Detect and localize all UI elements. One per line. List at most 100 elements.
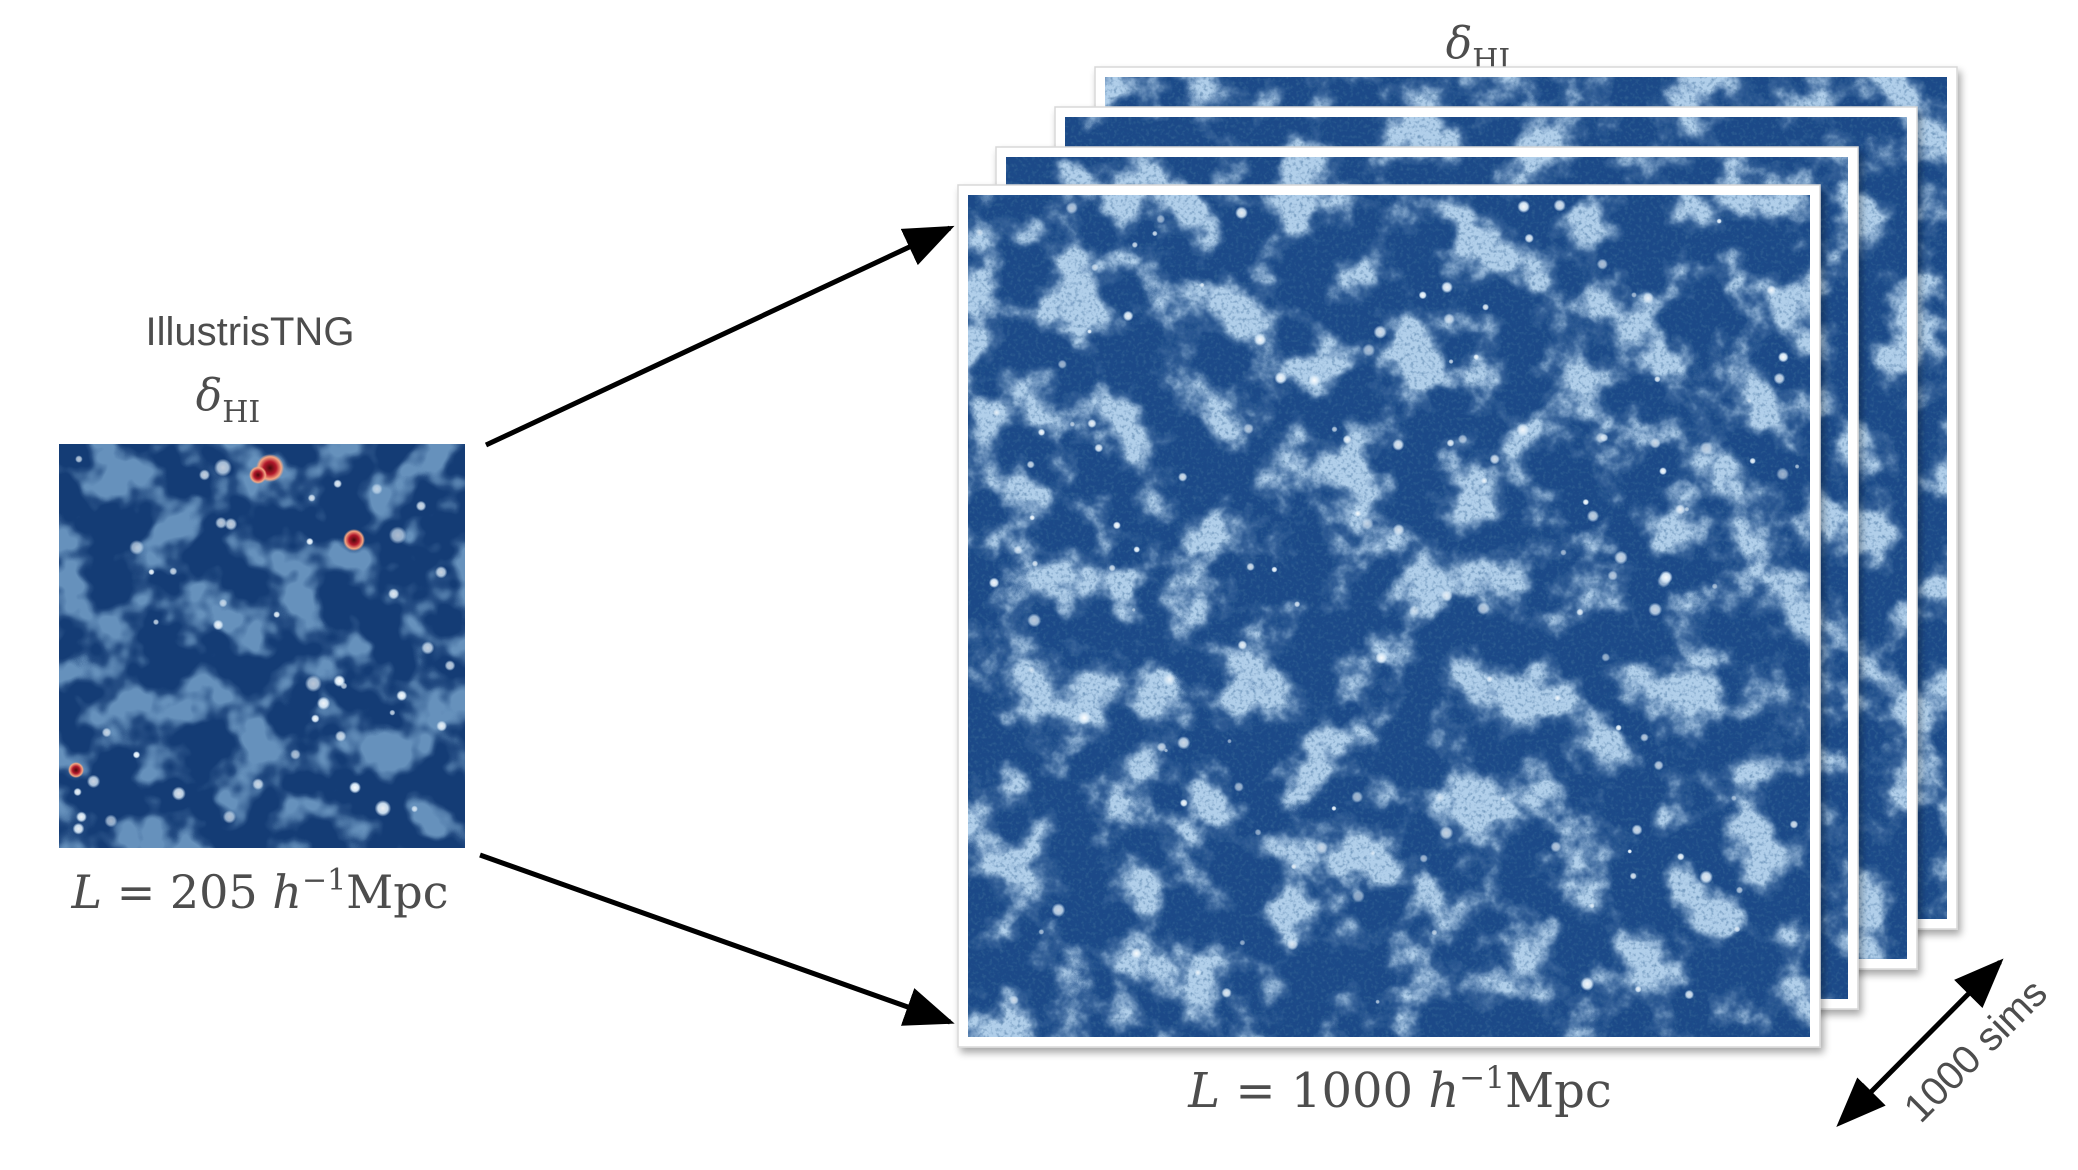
halo-node bbox=[334, 730, 347, 742]
halo-node bbox=[1029, 514, 1036, 521]
halo-node bbox=[1038, 928, 1045, 935]
halo-node bbox=[198, 469, 211, 481]
halo-node bbox=[1361, 517, 1374, 531]
halo-node bbox=[1130, 947, 1143, 959]
halo-node bbox=[1607, 570, 1618, 581]
simulation-stack bbox=[957, 66, 1958, 1048]
halo-node bbox=[1419, 854, 1428, 863]
halo-node bbox=[1375, 999, 1380, 1005]
halo-node bbox=[1133, 546, 1141, 553]
left-field-label: δHI bbox=[196, 370, 261, 430]
arrow-right-icon bbox=[479, 852, 955, 1026]
halo-node bbox=[1108, 564, 1116, 572]
halo-node bbox=[1178, 472, 1188, 482]
halo-node bbox=[389, 709, 396, 716]
mapping-arrows bbox=[479, 225, 955, 1026]
halo-node bbox=[988, 577, 1000, 589]
halo-node bbox=[1373, 325, 1387, 339]
halo-node bbox=[218, 598, 228, 608]
halo-node bbox=[1659, 570, 1673, 584]
left-box-unit: Mpc bbox=[346, 865, 448, 919]
halo-node bbox=[1746, 398, 1752, 404]
illustris-field-map bbox=[59, 444, 465, 848]
halo-node bbox=[1517, 200, 1531, 214]
halo-node bbox=[73, 787, 82, 797]
left-field-subscript: HI bbox=[222, 395, 260, 430]
halo-node bbox=[1560, 549, 1567, 556]
halo-node bbox=[76, 811, 87, 823]
halo-node bbox=[1553, 199, 1566, 212]
halo-node bbox=[1554, 694, 1561, 702]
halo-node bbox=[374, 800, 392, 817]
left-box-h: h bbox=[272, 865, 302, 919]
halo-node bbox=[1489, 454, 1500, 465]
left-box-exp: −1 bbox=[302, 863, 346, 898]
halo-node bbox=[1392, 438, 1405, 451]
halo-node bbox=[1777, 351, 1789, 363]
halo-node bbox=[1369, 850, 1376, 856]
halo-node bbox=[1794, 464, 1800, 469]
halo-node bbox=[1235, 206, 1248, 220]
halo-node bbox=[212, 619, 224, 631]
halo-node bbox=[1253, 333, 1267, 347]
halo-node bbox=[132, 751, 141, 759]
halo-node bbox=[171, 786, 186, 801]
halo-node bbox=[1308, 374, 1321, 387]
halo-node bbox=[290, 749, 301, 760]
halo-node bbox=[1486, 675, 1493, 683]
halo-node bbox=[1087, 418, 1097, 429]
halo-node bbox=[1315, 841, 1329, 855]
halo-node bbox=[1653, 760, 1664, 771]
halo-node bbox=[1500, 796, 1506, 802]
halo-node bbox=[396, 690, 408, 702]
halo-node bbox=[1271, 566, 1278, 573]
halo-node bbox=[1051, 903, 1066, 917]
halo-node bbox=[975, 228, 984, 237]
halo-node bbox=[1375, 651, 1388, 665]
halo-node bbox=[72, 822, 85, 835]
halo-node bbox=[1601, 652, 1611, 662]
arrow-right-icon bbox=[484, 225, 955, 448]
halo-node bbox=[434, 565, 448, 579]
halo-node bbox=[1516, 423, 1530, 437]
left-box-var: L bbox=[71, 865, 103, 919]
left-box-value: 205 bbox=[170, 865, 258, 919]
halo-node bbox=[1065, 201, 1078, 215]
halo-node bbox=[1776, 467, 1790, 481]
halo-node bbox=[306, 537, 314, 546]
halo-node bbox=[1677, 852, 1685, 861]
halo-node bbox=[1431, 929, 1438, 936]
halo-node bbox=[1446, 439, 1455, 447]
halo-node bbox=[273, 611, 281, 619]
halo-node bbox=[1648, 602, 1663, 617]
halo-node bbox=[1629, 872, 1637, 880]
halo-node bbox=[1131, 607, 1136, 612]
halo-node bbox=[1615, 724, 1622, 731]
halo-node bbox=[388, 588, 400, 600]
right-box-var: L bbox=[1187, 1063, 1220, 1119]
halo-node bbox=[421, 641, 435, 655]
halo-node bbox=[75, 455, 83, 463]
halo-node bbox=[1735, 886, 1744, 894]
halo-node bbox=[1773, 372, 1786, 385]
halo-node bbox=[86, 774, 101, 789]
halo-node bbox=[1439, 825, 1454, 840]
left-box-eq: = bbox=[117, 865, 156, 919]
halo-node bbox=[1077, 710, 1092, 725]
halo-node bbox=[1457, 434, 1468, 444]
halo-node bbox=[1733, 925, 1741, 933]
halo-node bbox=[307, 494, 316, 502]
halo-node bbox=[1331, 805, 1337, 812]
halo-node bbox=[1152, 230, 1158, 237]
right-box-exp: −1 bbox=[1459, 1060, 1505, 1096]
halo-node bbox=[213, 458, 232, 477]
halo-node bbox=[1441, 281, 1453, 294]
halo-node bbox=[1448, 359, 1454, 365]
halo-node bbox=[1596, 258, 1608, 270]
halo-node bbox=[1711, 583, 1718, 590]
halo-node bbox=[1589, 903, 1595, 909]
left-box-size-label: L = 205 h−1Mpc bbox=[71, 863, 449, 919]
halo-node bbox=[1480, 477, 1488, 485]
halo-node bbox=[1524, 233, 1534, 244]
